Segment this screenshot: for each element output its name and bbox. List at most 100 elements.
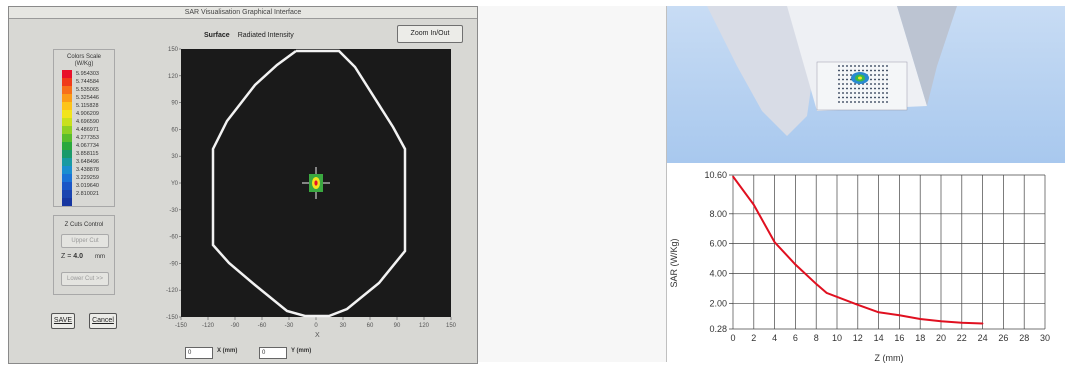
grid-point (886, 69, 888, 72)
chart-y-tick-label: 0.28 (709, 324, 727, 334)
chart-y-tick-label: 10.60 (704, 170, 727, 180)
chart-x-tick-label: 12 (853, 333, 863, 343)
grid-point (882, 92, 884, 94)
grid-point (874, 96, 876, 99)
x-coordinate-input[interactable]: 0 (185, 347, 213, 359)
grid-point (886, 65, 888, 67)
grid-point (846, 78, 848, 81)
x-tick-label: -120 (202, 323, 215, 329)
grid-point (878, 96, 880, 99)
grid-point (846, 69, 848, 72)
grid-point (870, 96, 872, 99)
grid-point (878, 65, 880, 67)
sar-data-point (753, 204, 755, 206)
grid-point (850, 83, 852, 85)
color-scale-value: 5.535065 (76, 87, 99, 93)
save-button[interactable]: SAVE (51, 313, 75, 329)
grid-point (878, 87, 880, 90)
grid-point (846, 92, 848, 94)
chart-x-tick-label: 24 (978, 333, 988, 343)
grid-point (858, 96, 860, 99)
upper-cut-button[interactable]: Upper Cut (61, 234, 109, 248)
grid-point (886, 78, 888, 81)
panel-divider (666, 6, 667, 362)
chart-series (732, 175, 984, 325)
color-scale-swatches (62, 70, 72, 206)
sar-data-point (961, 321, 963, 324)
x-tick-label: -150 (175, 323, 188, 329)
grid-point (886, 92, 888, 94)
chart-x-tick-label: 22 (957, 333, 967, 343)
y-coordinate-label: Y (mm) (291, 348, 312, 354)
x-coordinate-label: X (mm) (217, 348, 238, 354)
chart-x-ticks: 0 2 4 6 8 10 12 14 16 18 20 22 24 26 28 30 (730, 333, 1050, 343)
chart-x-tick-label: 6 (793, 333, 798, 343)
phantom-outline (211, 49, 407, 318)
chart-x-label: Z (mm) (875, 353, 904, 363)
zoom-button[interactable]: Zoom In/Out (397, 25, 463, 43)
grid-point (854, 101, 856, 103)
grid-point (870, 83, 872, 85)
color-swatch (62, 78, 72, 86)
grid-point (870, 74, 872, 76)
color-scale-labels: 5.954303 5.744584 5.535065 5.325446 5.115828… (76, 70, 99, 206)
x-tick-label: 120 (419, 323, 430, 329)
color-swatch (62, 166, 72, 174)
chart-x-tick-label: 2 (751, 333, 756, 343)
color-scale-value: 2.810021 (76, 191, 99, 197)
grid-point (870, 101, 872, 103)
grid-point (866, 65, 868, 67)
color-swatch (62, 142, 72, 150)
grid-point (838, 101, 840, 103)
x-tick-label: 90 (394, 323, 401, 329)
grid-point (838, 78, 840, 81)
chart-x-tick-label: 0 (730, 333, 735, 343)
grid-point (874, 92, 876, 94)
cancel-button[interactable]: Cancel (89, 313, 117, 329)
grid-point (842, 83, 844, 85)
chart-x-tick-label: 14 (874, 333, 884, 343)
chart-x-tick-label: 8 (814, 333, 819, 343)
grid-point (842, 92, 844, 94)
y-tick-label: 150 (168, 47, 179, 53)
color-scale-value: 3.019640 (76, 183, 99, 189)
grid-point (870, 78, 872, 81)
device-side (897, 6, 957, 106)
grid-point (838, 92, 840, 94)
x-axis-ticks: -150 -120 -90 -60 -30 0 30 60 90 120 150 (175, 317, 457, 329)
grid-point (838, 83, 840, 85)
grid-point (886, 96, 888, 99)
chart-y-tick-label: 6.00 (709, 239, 727, 249)
grid-point (846, 87, 848, 90)
y-tick-label: -30 (169, 208, 178, 214)
color-scale-value: 5.325446 (76, 95, 99, 101)
grid-point (866, 87, 868, 90)
y-coordinate-input[interactable]: 0 (259, 347, 287, 359)
grid-point (882, 74, 884, 76)
color-swatch (62, 118, 72, 126)
grid-point (858, 101, 860, 103)
color-scale-value: 4.696590 (76, 119, 99, 125)
sar-data-point (981, 322, 984, 325)
grid-point (838, 74, 840, 76)
grid-point (846, 96, 848, 99)
grid-point (874, 74, 876, 76)
y-tick-label: -60 (169, 235, 178, 241)
color-swatch (62, 134, 72, 142)
color-scale-value: 4.906209 (76, 111, 99, 117)
grid-point (874, 65, 876, 67)
x-tick-label: -60 (258, 323, 267, 329)
grid-point (838, 96, 840, 99)
grid-point (854, 96, 856, 99)
grid-point (854, 65, 856, 67)
grid-point (838, 65, 840, 67)
chart-x-tick-label: 26 (998, 333, 1008, 343)
sar-z-chart: 10.608.006.004.002.000.28 0 2 4 6 8 10 12 14 16 1… (667, 165, 1065, 365)
z-unit: mm (94, 254, 105, 260)
color-swatch (62, 110, 72, 118)
lower-cut-button[interactable]: Lower Cut >> (61, 272, 109, 286)
grid-point (874, 83, 876, 85)
grid-point (850, 101, 852, 103)
grid-point (854, 69, 856, 72)
color-scale-value: 4.486971 (76, 127, 99, 133)
